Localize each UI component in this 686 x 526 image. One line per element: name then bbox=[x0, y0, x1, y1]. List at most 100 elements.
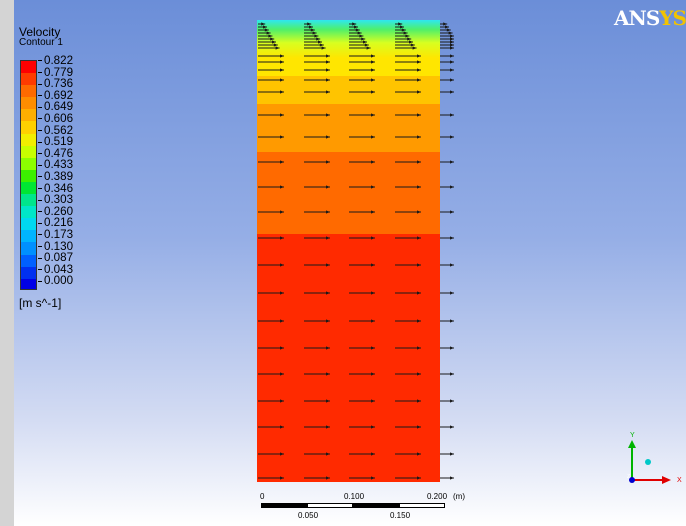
contour-band-dark-orange bbox=[257, 152, 440, 234]
velocity-vector-head bbox=[417, 425, 421, 429]
velocity-vector-head bbox=[266, 31, 271, 35]
velocity-vector-head bbox=[417, 68, 421, 72]
scale-label-0-100: 0.100 bbox=[344, 492, 365, 501]
velocity-vector-head bbox=[363, 40, 367, 44]
velocity-vector-head bbox=[371, 68, 375, 72]
legend-tick-label: 0.736 bbox=[38, 78, 73, 90]
velocity-vector-head bbox=[264, 28, 269, 32]
legend-tick-label: 0.087 bbox=[38, 252, 73, 264]
legend-tick-label: 0.779 bbox=[38, 66, 73, 79]
velocity-vector-head bbox=[417, 346, 421, 350]
velocity-vector-head bbox=[326, 210, 330, 214]
scale-label-0-050: 0.050 bbox=[298, 511, 319, 520]
velocity-vector-head bbox=[450, 90, 454, 94]
velocity-vector-head bbox=[417, 452, 421, 456]
velocity-vector-head bbox=[371, 54, 375, 58]
scale-bar: 0 0.100 0.200 (m) 0.050 0.150 bbox=[256, 490, 486, 524]
velocity-vector-head bbox=[417, 60, 421, 64]
graphics-viewport[interactable]: Velocity Contour 1 0.822 0.779 0.736 0.692 0… bbox=[14, 0, 686, 526]
velocity-vector-head bbox=[371, 476, 375, 480]
velocity-vector-head bbox=[450, 113, 454, 117]
velocity-vector-head bbox=[280, 399, 284, 403]
legend-color-band bbox=[21, 133, 36, 146]
legend-tick-label: 0.260 bbox=[38, 206, 73, 218]
legend-subtitle: Contour 1 bbox=[19, 37, 63, 48]
velocity-vector-head bbox=[280, 160, 284, 164]
legend-color-band bbox=[21, 169, 36, 182]
legend-tick-label: 0.043 bbox=[38, 264, 73, 276]
velocity-vector-head bbox=[417, 135, 421, 139]
velocity-vector-head bbox=[280, 476, 284, 480]
scale-unit: (m) bbox=[453, 492, 465, 501]
velocity-vector-head bbox=[280, 135, 284, 139]
legend-color-band bbox=[21, 85, 36, 98]
velocity-vector-head bbox=[371, 346, 375, 350]
velocity-vector-head bbox=[412, 46, 417, 50]
velocity-vector-head bbox=[450, 319, 454, 323]
velocity-vector-head bbox=[450, 263, 454, 267]
velocity-vector-head bbox=[326, 476, 330, 480]
velocity-vector-head bbox=[446, 28, 451, 32]
legend-color-band bbox=[21, 121, 36, 134]
velocity-vector-head bbox=[371, 60, 375, 64]
velocity-vector-head bbox=[450, 425, 454, 429]
velocity-vector-head bbox=[417, 372, 421, 376]
velocity-vector-head bbox=[354, 25, 358, 29]
velocity-vector-head bbox=[280, 60, 284, 64]
legend-tick-label: 0.000 bbox=[38, 275, 73, 287]
velocity-vector-head bbox=[371, 113, 375, 117]
x-axis-label: X bbox=[677, 477, 682, 484]
velocity-vector-head bbox=[417, 291, 421, 295]
velocity-vector-head bbox=[450, 60, 454, 64]
legend-color-band bbox=[21, 206, 36, 219]
velocity-vector-head bbox=[371, 291, 375, 295]
legend-tick-label: 0.173 bbox=[38, 229, 73, 241]
scale-label-0-200: 0.200 bbox=[427, 492, 448, 501]
velocity-vector-head bbox=[405, 34, 410, 38]
axis-triad[interactable]: Y X Z bbox=[624, 428, 686, 492]
velocity-vector-head bbox=[450, 43, 454, 47]
contour-band-orange-yellow bbox=[257, 76, 440, 104]
legend-color-band bbox=[21, 278, 36, 289]
scale-segment-3 bbox=[353, 503, 399, 508]
legend-tick-label: 0.216 bbox=[38, 217, 73, 229]
velocity-vector-head bbox=[417, 160, 421, 164]
scale-segment-2 bbox=[307, 503, 353, 508]
velocity-vector-head bbox=[314, 34, 319, 38]
legend-color-band bbox=[21, 218, 36, 231]
velocity-vector-head bbox=[326, 185, 330, 189]
velocity-vector-head bbox=[371, 236, 375, 240]
velocity-vector-head bbox=[450, 291, 454, 295]
velocity-vector-head bbox=[450, 372, 454, 376]
velocity-vector-head bbox=[410, 43, 415, 47]
velocity-vector-head bbox=[275, 46, 280, 50]
velocity-vector-head bbox=[280, 185, 284, 189]
velocity-vector-head bbox=[409, 40, 413, 44]
velocity-vector-head bbox=[263, 25, 267, 29]
contour-band-red bbox=[257, 234, 440, 482]
velocity-vector-head bbox=[448, 31, 453, 35]
legend-color-band bbox=[21, 242, 36, 255]
velocity-vector-head bbox=[280, 346, 284, 350]
legend-unit: [m s^-1] bbox=[19, 296, 62, 310]
velocity-vector-head bbox=[326, 68, 330, 72]
velocity-vector-head bbox=[371, 372, 375, 376]
velocity-vector-head bbox=[280, 78, 284, 82]
velocity-vector-head bbox=[364, 43, 369, 47]
velocity-vector-head bbox=[450, 476, 454, 480]
velocity-vector-head bbox=[371, 399, 375, 403]
velocity-vector-head bbox=[450, 399, 454, 403]
velocity-vector-head bbox=[371, 78, 375, 82]
velocity-vector-head bbox=[357, 31, 362, 35]
velocity-vector-head bbox=[326, 263, 330, 267]
velocity-vector-head bbox=[280, 319, 284, 323]
velocity-vector-head bbox=[326, 54, 330, 58]
velocity-vector-head bbox=[280, 54, 284, 58]
scale-segment-4 bbox=[399, 503, 445, 508]
velocity-vector-head bbox=[417, 476, 421, 480]
x-axis-arrowhead bbox=[662, 476, 671, 484]
legend-tick-label: 0.130 bbox=[38, 240, 73, 253]
velocity-vector-head bbox=[417, 78, 421, 82]
velocity-vector-head bbox=[280, 372, 284, 376]
velocity-vector-head bbox=[280, 291, 284, 295]
